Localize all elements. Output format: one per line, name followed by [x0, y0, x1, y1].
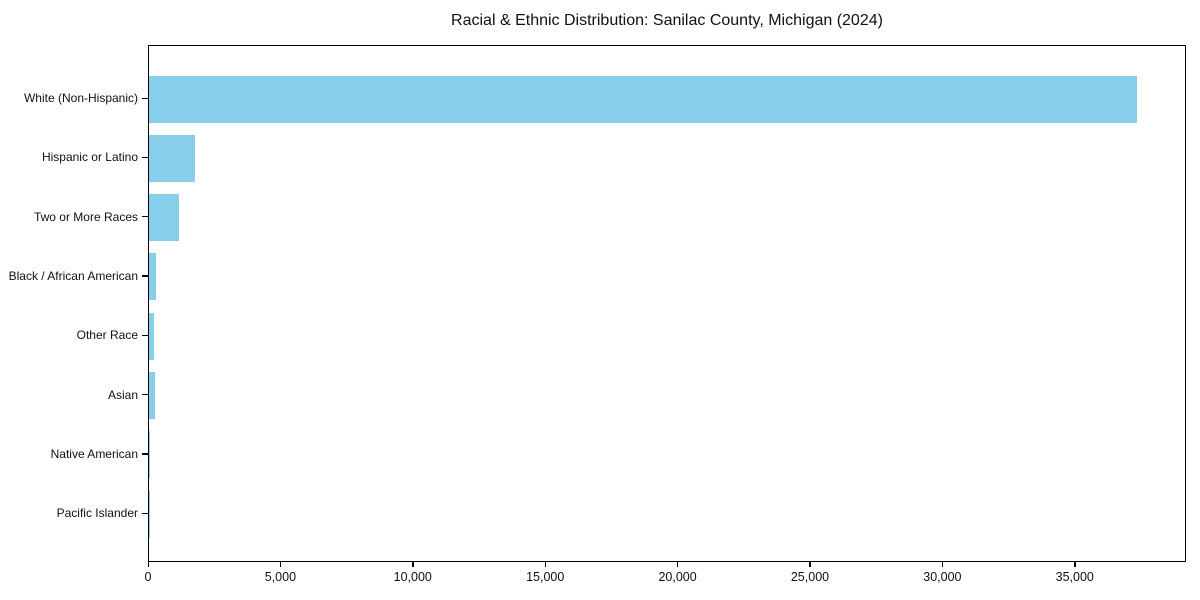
y-tick-mark [142, 453, 148, 455]
bar-other-race [149, 312, 155, 360]
y-tick-label: Hispanic or Latino [41, 150, 138, 165]
bar-white-non-hispanic [149, 75, 1137, 123]
bar-native-american [149, 431, 150, 479]
y-tick-mark [142, 275, 148, 277]
bar-asian [149, 372, 155, 419]
x-tick-label: 20,000 [658, 570, 697, 584]
y-tick-label: Black / African American [8, 268, 138, 283]
x-tick-label: 15,000 [526, 570, 565, 584]
x-tick-mark [147, 562, 149, 567]
bar-black-african-american [149, 253, 156, 301]
plot-area [148, 45, 1186, 562]
y-tick-label: Pacific Islander [56, 506, 138, 521]
y-tick-mark [142, 216, 148, 218]
x-tick-label: 35,000 [1055, 570, 1094, 584]
x-tick-mark [412, 562, 414, 567]
bar-hispanic-or-latino [149, 134, 195, 182]
x-tick-mark [1074, 562, 1076, 567]
chart-title: Racial & Ethnic Distribution: Sanilac Co… [451, 12, 883, 29]
x-tick-mark [677, 562, 679, 567]
x-tick-mark [544, 562, 546, 567]
x-tick-mark [809, 562, 811, 567]
y-tick-label: Native American [50, 446, 138, 461]
y-tick-mark [142, 394, 148, 396]
y-tick-label: Other Race [76, 328, 138, 343]
x-tick-label: 30,000 [923, 570, 962, 584]
x-tick-label: 0 [144, 570, 152, 584]
y-tick-mark [142, 334, 148, 336]
y-tick-mark [142, 156, 148, 159]
y-tick-mark [142, 97, 148, 99]
x-tick-label: 25,000 [790, 570, 830, 584]
y-tick-mark [142, 512, 148, 514]
y-tick-label: White (Non-Hispanic) [23, 91, 138, 105]
x-tick-label: 5,000 [264, 570, 297, 584]
x-tick-mark [279, 562, 282, 567]
x-tick-mark [941, 562, 944, 567]
y-tick-label: Two or More Races [33, 209, 138, 224]
bar-two-or-more-races [149, 194, 180, 242]
x-tick-label: 10,000 [393, 570, 432, 584]
y-tick-label: Asian [107, 387, 138, 402]
